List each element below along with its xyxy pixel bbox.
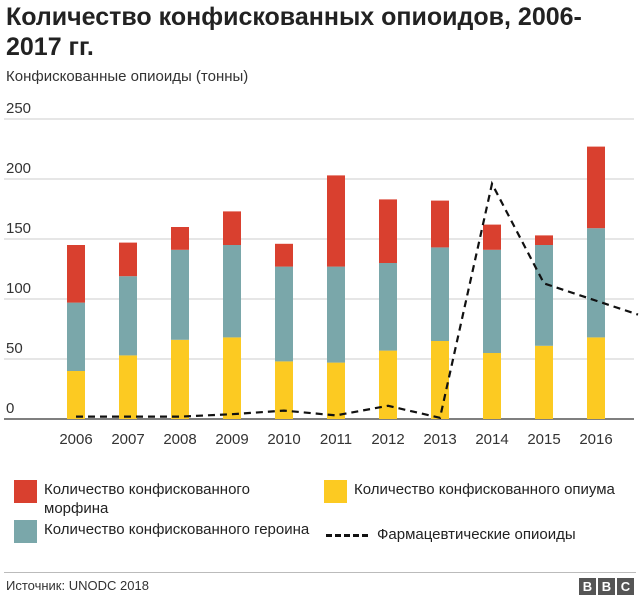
- bar-segment-opium: [379, 350, 397, 419]
- bar-segment-heroin: [431, 247, 449, 341]
- legend: Количество конфискованного морфина Колич…: [0, 474, 640, 569]
- x-tick-label: 2009: [215, 431, 248, 448]
- legend-swatch-opium: [324, 480, 347, 503]
- bar-segment-morphine: [587, 146, 605, 229]
- logo-letter: B: [598, 578, 615, 595]
- x-tick-label: 2007: [111, 431, 144, 448]
- legend-dash-pharma: [326, 534, 368, 537]
- bbc-logo: B B C: [579, 578, 634, 595]
- y-tick-label: 250: [6, 100, 31, 117]
- bar-segment-morphine: [119, 242, 137, 277]
- y-axis-label: Конфискованные опиоиды (тонны): [6, 68, 249, 85]
- bar-segment-opium: [275, 361, 293, 419]
- legend-label-morphine: Количество конфискованного морфина: [44, 481, 250, 517]
- y-tick-label: 200: [6, 160, 31, 177]
- bar-segment-morphine: [223, 211, 241, 245]
- bar-segment-heroin: [67, 302, 85, 371]
- bar-segment-morphine: [431, 200, 449, 248]
- bar-segment-heroin: [119, 276, 137, 356]
- x-tick-label: 2012: [371, 431, 404, 448]
- y-tick-label: 0: [6, 400, 14, 417]
- logo-letter: B: [579, 578, 596, 595]
- bar-segment-heroin: [327, 266, 345, 363]
- chart-title: Количество конфискованных опиоидов, 2006…: [6, 3, 582, 61]
- logo-letter: C: [617, 578, 634, 595]
- pharma-opioids-line: [76, 180, 639, 420]
- legend-item-heroin: Количество конфискованного героина: [14, 520, 314, 543]
- x-tick-label: 2014: [475, 431, 508, 448]
- bar-segment-morphine: [327, 175, 345, 267]
- bar-segment-opium: [171, 339, 189, 419]
- bar-segment-morphine: [275, 243, 293, 267]
- bar-segment-opium: [535, 345, 553, 419]
- x-tick-label: 2011: [320, 431, 352, 448]
- bar-segment-morphine: [483, 224, 501, 250]
- chart-area: 0 50 100 150 200 250 2006 2007 2008 2009 2010 2011 2…: [4, 100, 639, 448]
- legend-label-pharma: Фармацевтические опиоиды: [377, 526, 576, 543]
- x-tick-label: 2015: [527, 431, 560, 448]
- bar-segment-morphine: [171, 227, 189, 250]
- bar-segment-heroin: [171, 249, 189, 340]
- bar-segment-heroin: [223, 245, 241, 338]
- x-tick-label: 2010: [267, 431, 300, 448]
- x-tick-label: 2006: [59, 431, 92, 448]
- legend-item-morphine: Количество конфискованного морфина: [14, 480, 314, 518]
- bar-segment-heroin: [275, 266, 293, 362]
- bar-segment-opium: [483, 353, 501, 419]
- source-note: Источник: UNODC 2018: [6, 578, 149, 593]
- y-tick-label: 150: [6, 220, 31, 237]
- bar-segment-heroin: [587, 228, 605, 338]
- y-tick-label: 100: [6, 280, 31, 297]
- bar-segment-morphine: [535, 235, 553, 245]
- bar-segment-heroin: [483, 249, 501, 353]
- legend-label-opium: Количество конфискованного опиума: [354, 481, 615, 498]
- footer-divider: [4, 572, 636, 573]
- legend-item-opium: Количество конфискованного опиума: [324, 480, 624, 503]
- bar-segment-opium: [587, 337, 605, 419]
- legend-swatch-heroin: [14, 520, 37, 543]
- x-tick-label: 2016: [579, 431, 612, 448]
- bar-segment-opium: [223, 337, 241, 419]
- bar-segment-opium: [327, 362, 345, 419]
- x-tick-label: 2008: [163, 431, 196, 448]
- bar-segment-morphine: [67, 245, 85, 303]
- y-tick-label: 50: [6, 340, 23, 357]
- bar-segment-heroin: [535, 245, 553, 346]
- x-tick-label: 2013: [423, 431, 456, 448]
- bar-segment-heroin: [379, 263, 397, 351]
- bar-segment-opium: [67, 371, 85, 419]
- bar-segment-opium: [431, 341, 449, 419]
- legend-label-heroin: Количество конфискованного героина: [44, 521, 310, 538]
- legend-item-pharma: Фармацевтические опиоиды: [326, 525, 640, 544]
- bar-segment-opium: [119, 355, 137, 419]
- bar-segment-morphine: [379, 199, 397, 263]
- legend-swatch-morphine: [14, 480, 37, 503]
